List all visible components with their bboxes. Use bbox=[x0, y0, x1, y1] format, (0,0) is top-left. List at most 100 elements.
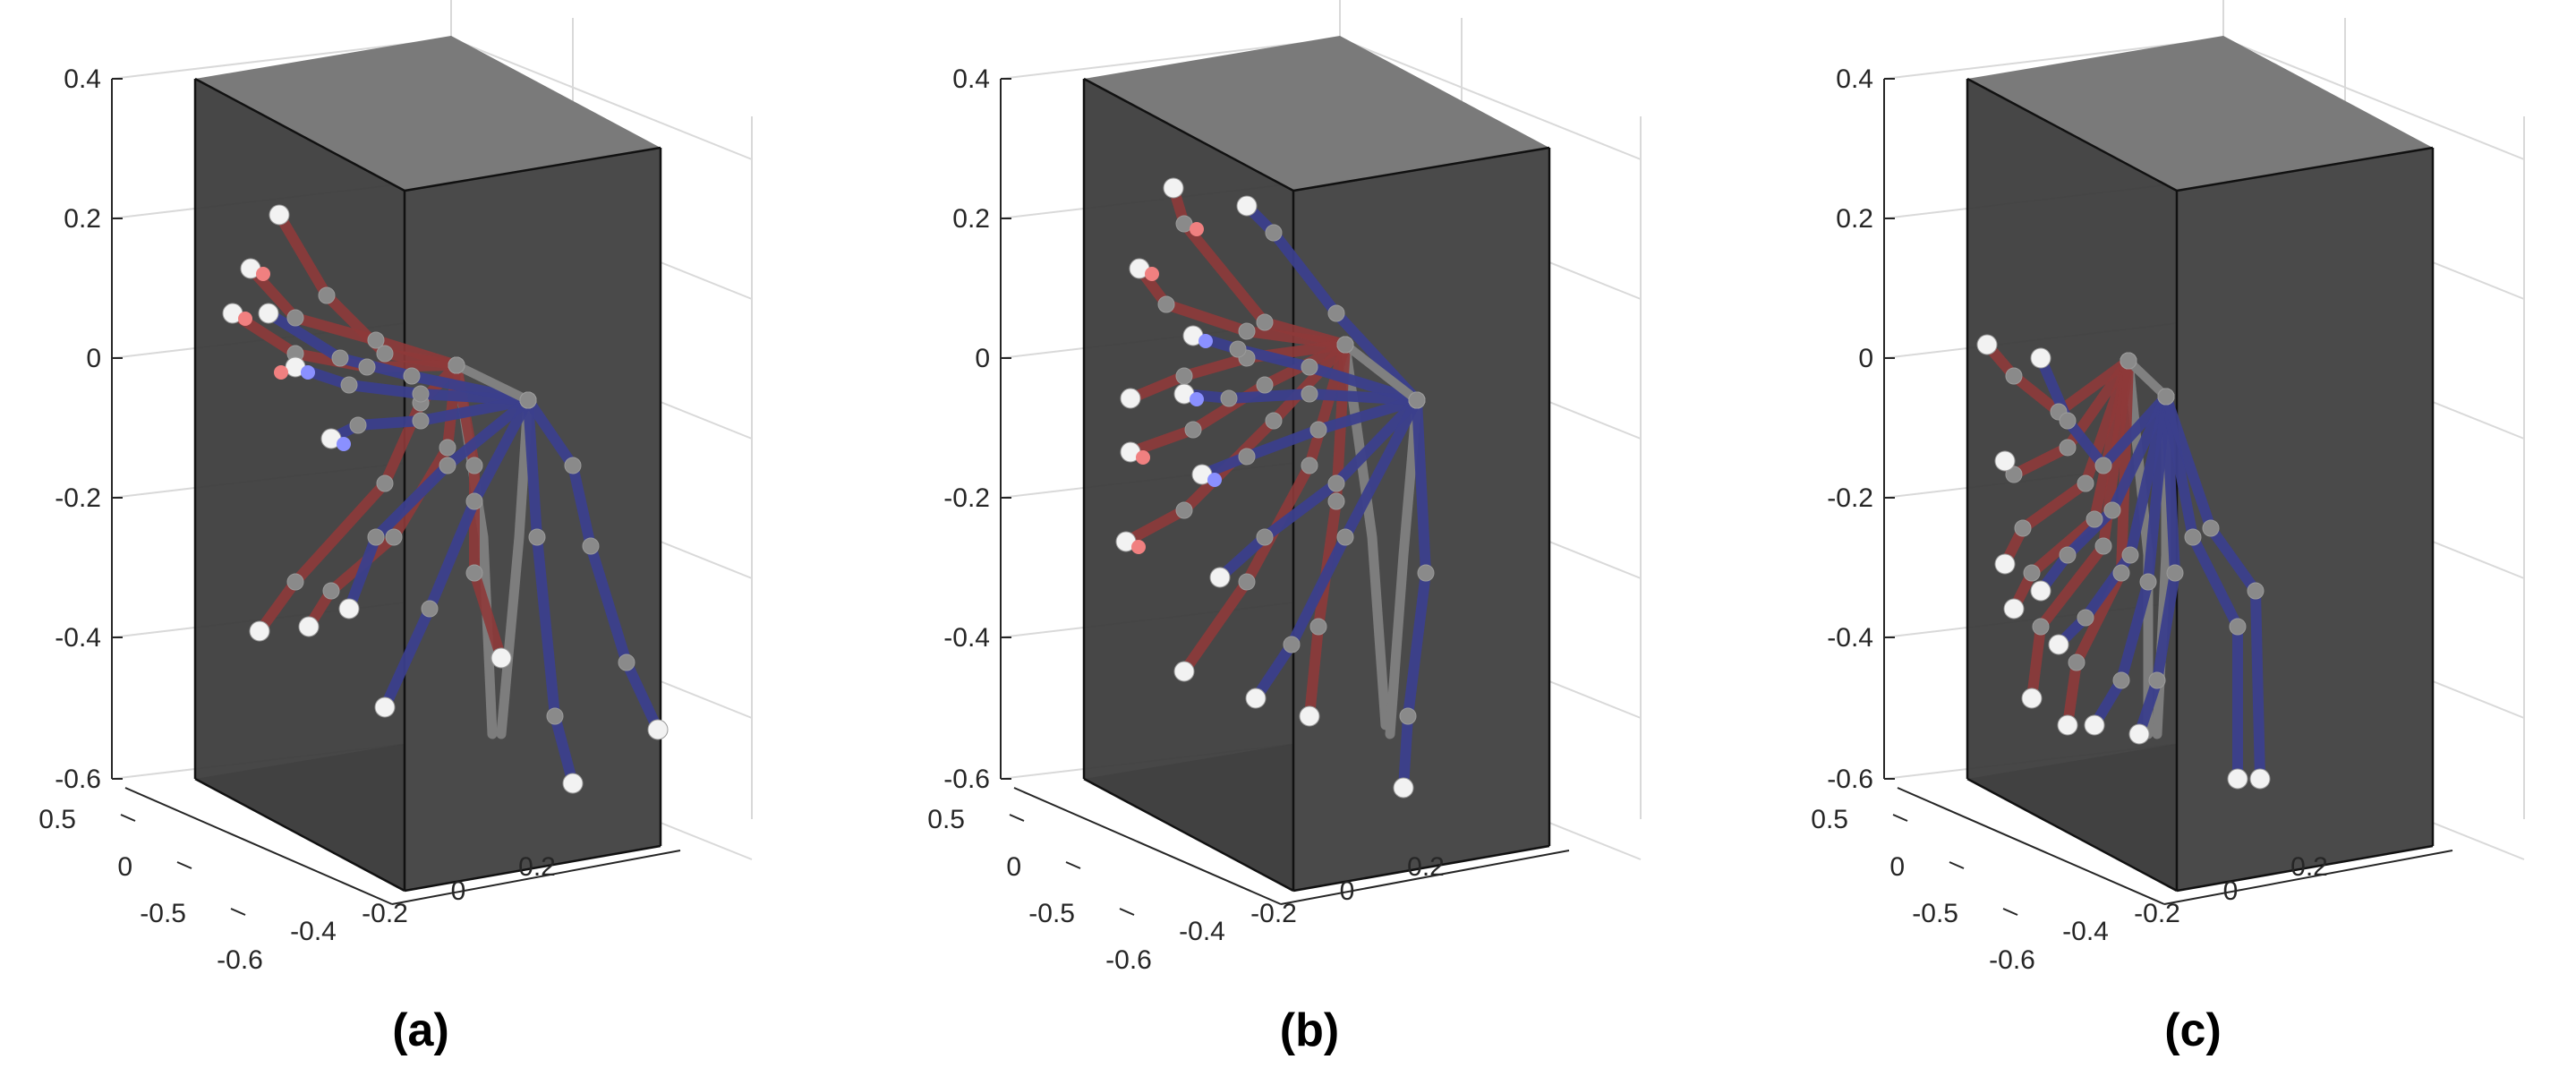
joint-marker bbox=[403, 367, 421, 385]
grid-line bbox=[2222, 38, 2525, 160]
x-tick-label: 0.2 bbox=[2290, 852, 2328, 882]
joint-group bbox=[1976, 334, 2271, 790]
joint-marker bbox=[1265, 224, 1283, 242]
joint-marker bbox=[1417, 564, 1435, 582]
joint-marker bbox=[1256, 313, 1274, 331]
x-tick-label: -0.2 bbox=[2134, 899, 2180, 928]
joint-marker bbox=[2032, 618, 2050, 636]
x-tick-label: -0.4 bbox=[2062, 917, 2109, 946]
tip-marker bbox=[490, 647, 512, 669]
blue-limb bbox=[2035, 353, 2171, 471]
joint-marker bbox=[1229, 340, 1247, 358]
grid-line bbox=[1339, 38, 1642, 160]
joint-marker bbox=[2023, 564, 2041, 582]
panels-layer: 0.40.20-0.2-0.4-0.60.50-0.5-0.6-0.4-0.20… bbox=[38, 0, 2525, 1056]
lightblue-tip-marker bbox=[337, 437, 351, 451]
blue-limb bbox=[2035, 391, 2171, 596]
y-tick-mark bbox=[120, 814, 136, 822]
z-tick-label: 0 bbox=[86, 344, 101, 373]
joint-marker bbox=[519, 391, 537, 409]
z-tick-label: -0.2 bbox=[1827, 483, 1873, 513]
tip-marker bbox=[1393, 777, 1414, 799]
box-top bbox=[1967, 36, 2433, 191]
panel-1: 0.4 0.2 0 -0.2 -0.4 -0.6 0.5 0 -0.5 -0.6 -0.4 -0.2 0… bbox=[38, 0, 753, 1056]
joint-marker bbox=[618, 654, 635, 671]
tip-marker bbox=[2030, 347, 2051, 369]
box-edge bbox=[1083, 777, 1294, 893]
z-tick-label: -0.4 bbox=[943, 623, 990, 653]
box-edge bbox=[194, 777, 405, 893]
blue-limb bbox=[2053, 391, 2171, 650]
joint-marker bbox=[1283, 636, 1301, 654]
joint-marker bbox=[1301, 385, 1318, 403]
x-tick-label: -0.6 bbox=[1989, 945, 2035, 975]
y-tick-label: 0 bbox=[117, 852, 132, 882]
joint-marker bbox=[2121, 546, 2139, 564]
tip-marker bbox=[2057, 714, 2078, 736]
joint-marker bbox=[1175, 367, 1193, 385]
z-tick-label: -0.2 bbox=[943, 483, 990, 513]
x-tick-label: -0.6 bbox=[217, 945, 263, 975]
x-tick-label: -0.6 bbox=[1105, 945, 1152, 975]
tip-marker bbox=[2084, 714, 2105, 736]
z-tick-label: -0.4 bbox=[1827, 623, 1873, 653]
grid-line bbox=[111, 38, 452, 80]
joint-marker bbox=[2202, 519, 2220, 537]
joint-marker bbox=[2094, 537, 2112, 555]
tip-marker bbox=[2003, 598, 2025, 619]
limb-group bbox=[227, 209, 663, 789]
box-edge bbox=[1966, 777, 2178, 893]
joint-marker bbox=[2005, 466, 2023, 483]
x-axis-line bbox=[2163, 850, 2453, 905]
blue-limb bbox=[1398, 395, 1431, 793]
blue-limb bbox=[1215, 395, 1422, 583]
joint-marker bbox=[2103, 501, 2121, 519]
blue-limb bbox=[263, 308, 533, 406]
y-tick-mark bbox=[1119, 908, 1135, 916]
joint-marker bbox=[439, 457, 456, 474]
joint-marker bbox=[322, 582, 340, 600]
red-limb bbox=[1982, 339, 2134, 417]
pink-tip-marker bbox=[238, 312, 252, 326]
tip-marker bbox=[338, 598, 360, 619]
joint-marker bbox=[1309, 618, 1327, 636]
joint-marker bbox=[2184, 528, 2202, 546]
red-limb bbox=[2062, 355, 2134, 731]
panel-label: (b) bbox=[1280, 1004, 1339, 1056]
joint-marker bbox=[412, 412, 430, 430]
shoulder-bar bbox=[2124, 356, 2171, 401]
tip-marker bbox=[2128, 723, 2150, 745]
joint-marker bbox=[528, 528, 546, 546]
grid-line bbox=[1883, 38, 2224, 80]
joint-marker bbox=[367, 331, 385, 349]
y-tick-mark bbox=[1949, 861, 1965, 869]
x-tick-label: 0 bbox=[2223, 876, 2239, 906]
joint-marker bbox=[2059, 546, 2077, 564]
tip-marker bbox=[1299, 705, 1320, 727]
blue-limb bbox=[1197, 395, 1422, 480]
joint-marker bbox=[465, 564, 483, 582]
y-tick-mark bbox=[2002, 908, 2018, 916]
z-tick-label: -0.6 bbox=[55, 765, 101, 794]
grid-line bbox=[450, 38, 753, 160]
box-side bbox=[2177, 148, 2433, 891]
joint-marker bbox=[376, 474, 394, 492]
shoulder-bar bbox=[1341, 340, 1421, 405]
x-tick-label: 0.2 bbox=[1407, 852, 1445, 882]
joint-marker bbox=[1327, 304, 1345, 322]
tip-marker bbox=[1236, 195, 1258, 217]
box-front bbox=[1084, 79, 1293, 891]
joint-marker bbox=[1184, 421, 1202, 439]
x-tick-label: -0.2 bbox=[362, 899, 408, 928]
box-edge bbox=[1292, 844, 1550, 893]
joint-marker bbox=[2005, 367, 2023, 385]
joint-marker bbox=[286, 309, 304, 327]
pink-tip-marker bbox=[274, 365, 288, 380]
joint-marker bbox=[1238, 573, 1256, 591]
joint-marker bbox=[448, 356, 465, 374]
blue-limb bbox=[2161, 391, 2243, 784]
box-edge bbox=[1292, 146, 1550, 192]
tip-marker bbox=[1994, 450, 2016, 472]
y-tick-label: -0.5 bbox=[1028, 899, 1075, 928]
